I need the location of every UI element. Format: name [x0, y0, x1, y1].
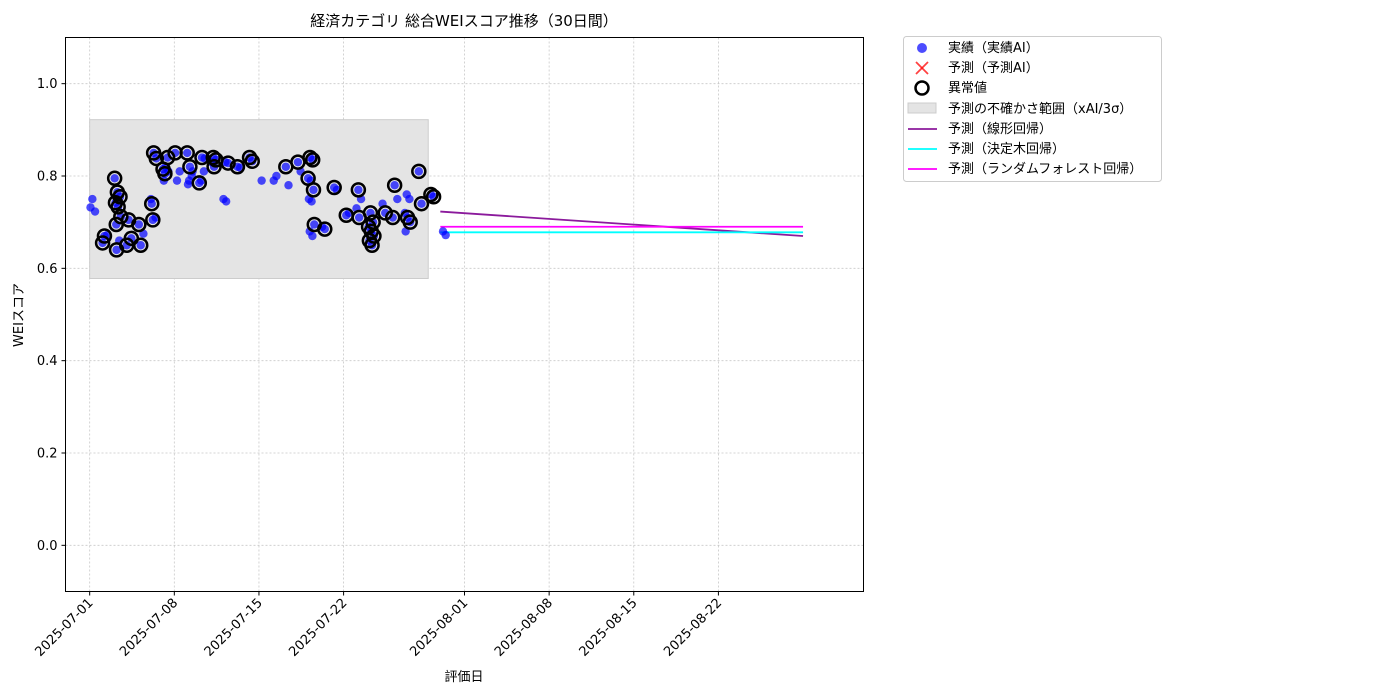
actual-point — [308, 231, 317, 241]
anomaly-ring — [94, 235, 111, 251]
actual-point — [136, 241, 145, 250]
actual-point — [88, 194, 97, 204]
actual-point — [293, 157, 303, 167]
anomaly-ring — [317, 221, 333, 237]
anomaly-ring — [110, 199, 126, 215]
anomaly-ring — [191, 175, 208, 191]
anomaly-ring — [385, 209, 401, 226]
actual-point — [310, 220, 319, 229]
legend-label-linear: 予測（線形回帰） — [948, 121, 1052, 137]
actual-point — [183, 148, 192, 158]
legend-band-marker — [907, 102, 937, 114]
anomaly-ring — [229, 159, 246, 175]
actual-point — [414, 167, 424, 176]
anomaly-ring — [244, 153, 260, 169]
y-axis-ticks: 0.0 0.2 0.4 0.6 0.8 1.0 — [37, 77, 66, 554]
anomaly-ring — [182, 159, 198, 175]
legend-label-band: 予測の不確かさ範囲（xAI/3σ） — [948, 101, 1132, 117]
legend-actual-marker — [917, 43, 927, 53]
actual-point — [354, 185, 363, 195]
x-axis-title: 評価日 — [444, 670, 483, 685]
anomaly-ring — [145, 212, 161, 228]
anomaly-ring — [220, 155, 236, 171]
actual-point — [257, 176, 266, 185]
y-tick-label: 0.4 — [37, 354, 58, 369]
anomaly-ring — [350, 182, 367, 198]
chart-title: 経済カテゴリ 総合WEIスコア推移（30日間） — [310, 12, 618, 30]
y-tick-label: 0.0 — [37, 539, 58, 554]
anomaly-ring — [148, 150, 165, 167]
actual-point — [175, 167, 184, 176]
anomaly-ring — [402, 214, 418, 230]
anomaly-ring — [143, 195, 160, 212]
anomaly-ring — [305, 182, 322, 198]
anomaly-ring — [326, 179, 342, 196]
anomaly-rings-layer — [94, 145, 442, 258]
actual-point — [199, 167, 209, 176]
y-tick-label: 0.2 — [37, 447, 58, 462]
anomaly-ring — [155, 161, 171, 177]
actual-point — [195, 178, 204, 188]
y-tick-label: 0.8 — [37, 170, 58, 185]
actual-point — [417, 199, 426, 208]
anomaly-ring — [131, 216, 147, 233]
actual-point — [284, 181, 293, 190]
anomaly-ring — [194, 149, 210, 166]
legend-label-forecast: 予測（予測AI） — [948, 61, 1039, 76]
actual-point — [390, 181, 399, 190]
actual-point — [183, 180, 193, 189]
legend-anomaly-marker — [914, 80, 930, 96]
actual-point — [134, 220, 144, 229]
actual-point — [441, 230, 450, 240]
anomaly-ring — [364, 237, 380, 253]
actual-point — [147, 199, 156, 208]
anomaly-ring — [113, 208, 129, 225]
anomaly-ring — [179, 145, 195, 161]
actual-point — [405, 194, 414, 204]
actual-point — [272, 171, 281, 181]
actual-point — [112, 245, 121, 255]
actual-point — [393, 194, 402, 204]
legend-forecast-marker — [915, 61, 929, 75]
anomaly-ring — [423, 186, 439, 203]
actual-point — [172, 176, 182, 185]
legend-label-anomaly: 異常値 — [948, 80, 987, 96]
anomaly-ring — [96, 228, 113, 244]
anomaly-ring — [377, 205, 393, 221]
anomaly-ring — [304, 152, 321, 168]
anomaly-ring — [302, 149, 318, 166]
anomaly-ring — [132, 237, 149, 253]
actual-point — [221, 197, 231, 206]
actual-point — [110, 174, 119, 183]
y-tick-label: 1.0 — [37, 77, 58, 92]
anomaly-ring — [425, 189, 442, 205]
anomaly-ring — [106, 170, 123, 187]
legend-box — [903, 36, 1162, 182]
anomaly-ring — [411, 163, 427, 180]
anomaly-ring — [366, 228, 382, 244]
uncertainty-band-layer — [89, 119, 429, 279]
actual-point — [354, 213, 364, 222]
legend-label-forest: 予測（ランダムフォレスト回帰） — [948, 161, 1142, 177]
anomaly-ring — [413, 195, 430, 212]
y-tick-label: 0.6 — [37, 262, 58, 277]
forecast-lines-layer — [440, 210, 804, 237]
legend: 実績（実績AI） 予測（予測AI） 異常値 予測の不確かさ範囲（xAI/3σ） … — [903, 36, 1162, 182]
actual-point — [320, 224, 329, 234]
legend-label-actual: 実績（実績AI） — [948, 40, 1039, 56]
y-axis-title: WEIスコア — [12, 283, 27, 347]
legend-label-tree: 予測（決定木回帰） — [948, 141, 1065, 157]
actual-point — [86, 203, 95, 212]
actual-point — [281, 162, 291, 171]
actual-point — [309, 185, 318, 195]
uncertainty-band — [89, 119, 429, 279]
anomaly-ring — [206, 159, 222, 175]
actual-point — [307, 197, 316, 206]
anomaly-ring — [205, 149, 222, 166]
anomaly-ring — [386, 177, 403, 193]
